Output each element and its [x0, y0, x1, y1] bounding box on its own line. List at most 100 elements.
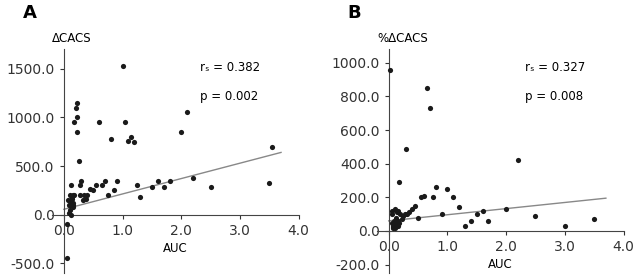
- Point: [67, 198, 77, 202]
- Point: [65, 203, 75, 207]
- Point: [390, 225, 400, 229]
- Point: [428, 195, 438, 199]
- Point: [72, 115, 82, 120]
- Point: [66, 212, 76, 217]
- Point: [392, 209, 403, 213]
- Point: [513, 158, 523, 163]
- Point: [66, 201, 76, 205]
- Point: [67, 195, 77, 199]
- Point: [394, 220, 404, 225]
- X-axis label: AUC: AUC: [488, 258, 513, 271]
- Point: [422, 86, 432, 90]
- Point: [81, 197, 92, 201]
- Text: rₛ = 0.382: rₛ = 0.382: [200, 61, 260, 74]
- Point: [176, 130, 186, 134]
- Point: [398, 214, 408, 218]
- Point: [61, 222, 72, 227]
- Point: [483, 219, 493, 223]
- Point: [392, 210, 402, 215]
- Point: [416, 195, 426, 199]
- Point: [560, 224, 570, 228]
- Point: [589, 217, 599, 222]
- Point: [103, 193, 113, 198]
- Point: [392, 220, 403, 225]
- Text: p = 0.008: p = 0.008: [525, 90, 583, 103]
- Point: [64, 210, 74, 215]
- Point: [466, 219, 476, 223]
- Point: [394, 180, 404, 184]
- Point: [97, 183, 107, 188]
- Point: [390, 215, 401, 220]
- Point: [164, 178, 175, 183]
- Point: [454, 205, 464, 210]
- Point: [425, 106, 435, 110]
- Point: [72, 101, 82, 105]
- Point: [387, 212, 397, 217]
- Point: [63, 203, 74, 207]
- Point: [387, 220, 397, 225]
- Point: [390, 220, 400, 225]
- Point: [132, 183, 142, 188]
- Point: [111, 178, 122, 183]
- Point: [390, 226, 400, 231]
- Text: %ΔCACS: %ΔCACS: [377, 32, 428, 45]
- Point: [68, 201, 78, 205]
- Point: [117, 64, 127, 68]
- Point: [392, 224, 403, 228]
- Point: [75, 183, 85, 188]
- Point: [404, 210, 414, 215]
- Point: [387, 209, 397, 213]
- Point: [126, 135, 136, 139]
- Point: [460, 224, 470, 228]
- Point: [401, 146, 412, 151]
- Point: [442, 187, 452, 191]
- Point: [69, 120, 79, 124]
- Point: [85, 187, 95, 192]
- Point: [66, 183, 76, 188]
- Point: [72, 130, 83, 134]
- Point: [79, 193, 90, 198]
- Point: [397, 217, 407, 222]
- Point: [396, 212, 406, 217]
- Point: [391, 220, 401, 225]
- Point: [390, 220, 401, 225]
- Point: [100, 178, 110, 183]
- Text: rₛ = 0.327: rₛ = 0.327: [525, 61, 585, 74]
- Point: [68, 203, 78, 207]
- Text: ΔCACS: ΔCACS: [52, 32, 92, 45]
- Point: [431, 185, 441, 189]
- Point: [109, 188, 119, 193]
- Point: [82, 193, 92, 198]
- X-axis label: AUC: AUC: [163, 242, 188, 255]
- Point: [385, 67, 395, 72]
- Point: [388, 225, 398, 229]
- Text: p = 0.002: p = 0.002: [200, 90, 259, 103]
- Point: [63, 198, 73, 202]
- Point: [501, 207, 511, 211]
- Point: [388, 224, 399, 228]
- Point: [147, 185, 157, 190]
- Point: [400, 212, 410, 217]
- Point: [182, 109, 192, 114]
- Point: [68, 193, 78, 198]
- Point: [188, 175, 198, 180]
- Point: [390, 222, 400, 227]
- Text: A: A: [22, 4, 36, 23]
- Point: [106, 137, 116, 141]
- Point: [448, 195, 458, 199]
- Point: [65, 193, 75, 198]
- Point: [472, 212, 482, 217]
- Point: [477, 209, 488, 213]
- Point: [70, 105, 81, 110]
- Point: [88, 188, 99, 193]
- Point: [264, 180, 275, 185]
- Point: [390, 207, 400, 211]
- Point: [75, 193, 85, 198]
- Point: [390, 224, 400, 228]
- Point: [91, 183, 101, 188]
- Point: [419, 193, 429, 198]
- Point: [129, 140, 140, 144]
- Point: [74, 159, 84, 163]
- Text: B: B: [348, 4, 361, 23]
- Point: [124, 138, 134, 143]
